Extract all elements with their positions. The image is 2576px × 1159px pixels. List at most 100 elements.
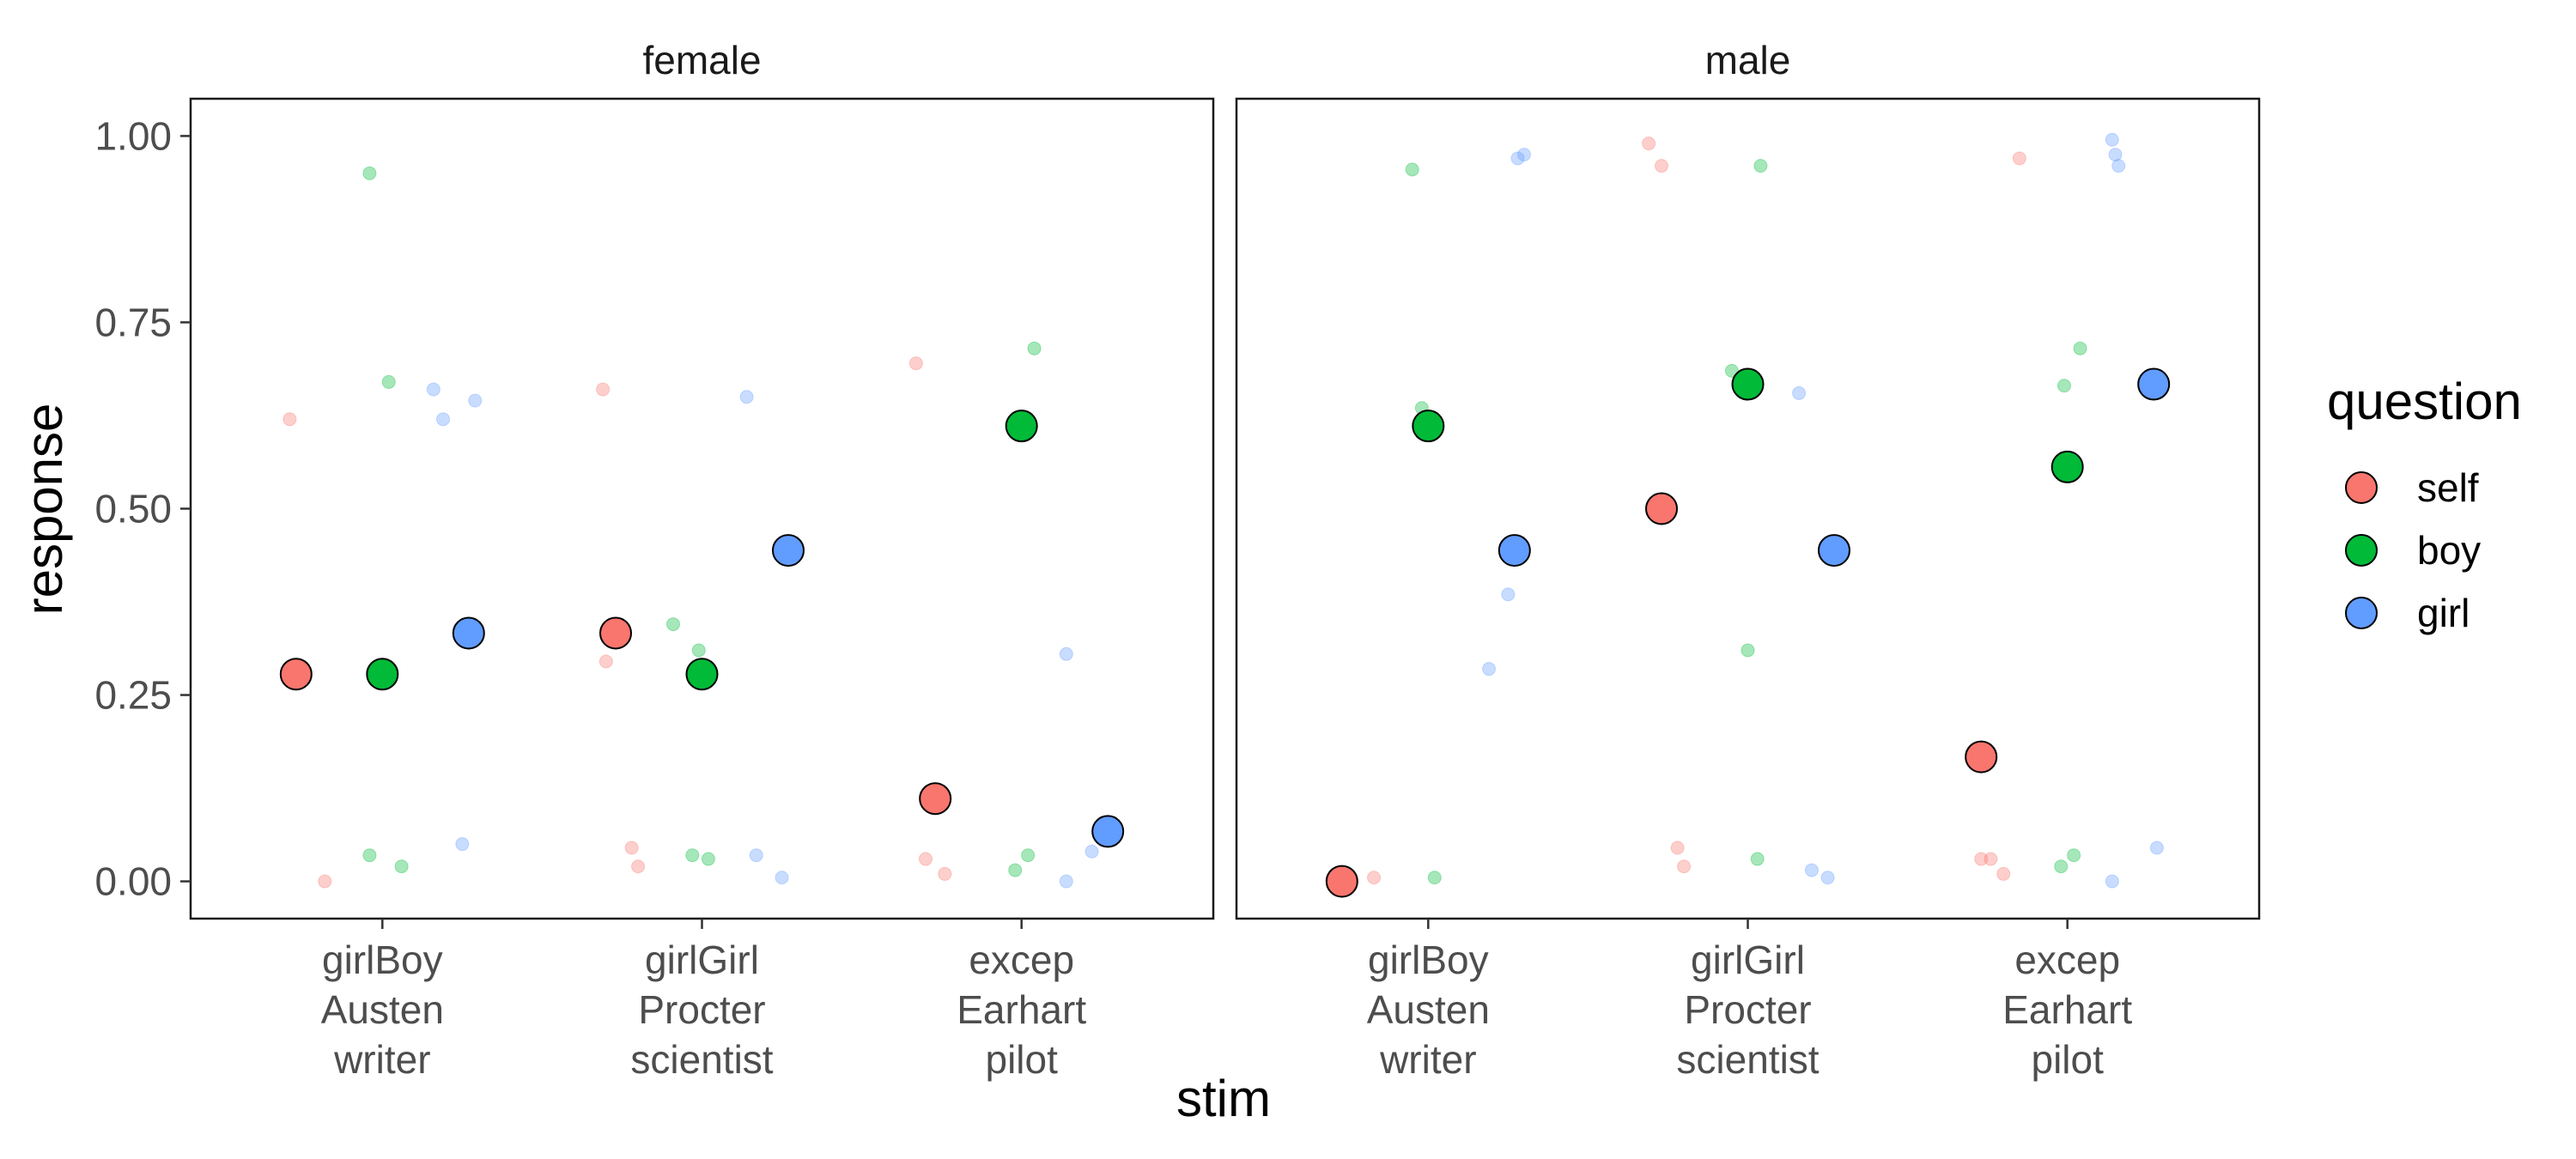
raw-point-self [1984, 852, 1998, 866]
x-tick-label: girlBoy Austen writer [321, 938, 444, 1082]
raw-point-girl [2108, 148, 2123, 162]
legend-label-girl: girl [2417, 591, 2470, 635]
y-tick-label: 0.50 [94, 487, 172, 531]
raw-point-boy [1753, 159, 1768, 173]
raw-point-boy [1021, 848, 1036, 863]
mean-point-self [279, 658, 313, 691]
raw-point-boy [1724, 363, 1739, 378]
raw-point-girl [775, 871, 789, 885]
raw-point-girl [1501, 587, 1516, 602]
raw-point-self [624, 840, 639, 855]
mean-point-boy [685, 658, 719, 691]
y-axis: 0.00 0.25 0.50 0.75 1.00 [94, 113, 191, 904]
mean-point-boy [1731, 367, 1765, 401]
x-tick-label-line: Earhart [2002, 987, 2132, 1032]
raw-point-boy [1741, 643, 1755, 658]
x-tick-label-line: Earhart [957, 987, 1086, 1032]
raw-point-girl [426, 382, 440, 397]
mean-point-self [1965, 740, 1998, 774]
raw-point-self [596, 382, 611, 397]
raw-point-girl [1482, 662, 1497, 677]
raw-point-boy [1405, 162, 1419, 177]
raw-point-girl [2149, 840, 2164, 855]
raw-point-boy [381, 374, 396, 389]
strip-label: male [1705, 38, 1791, 82]
x-tick-label-line: Austen [1367, 987, 1490, 1032]
x-tick-label-line: Procter [638, 987, 765, 1032]
raw-point-self [1677, 859, 1692, 874]
x-tick-label-line: pilot [985, 1037, 1058, 1082]
x-tick-label-line: girlBoy [1368, 938, 1489, 982]
raw-point-self [318, 874, 332, 889]
x-tick-label-line: Procter [1684, 987, 1811, 1032]
raw-point-boy [2067, 848, 2081, 863]
panel-frame [189, 97, 1215, 920]
panels-layer: female girlBoy Austen writer girlGirl Procter… [189, 38, 2261, 1082]
legend-label-boy: boy [2417, 528, 2481, 573]
raw-point-girl [2111, 159, 2126, 173]
raw-point-girl [1516, 148, 1531, 162]
mean-point-self [919, 782, 952, 816]
raw-point-self [1655, 159, 1669, 173]
mean-point-girl [452, 616, 485, 650]
raw-point-girl [749, 848, 763, 863]
raw-point-girl [2105, 132, 2119, 147]
raw-point-boy [691, 643, 706, 658]
x-tick-label-line: scientist [1676, 1037, 1819, 1082]
raw-point-self [919, 852, 933, 866]
x-tick-label-line: writer [1379, 1037, 1476, 1082]
raw-point-self [908, 356, 923, 371]
raw-point-boy [685, 848, 700, 863]
panel-female: female girlBoy Austen writer girlGirl Procter… [189, 38, 1215, 1082]
raw-point-self [1996, 866, 2011, 881]
raw-point-self [2012, 151, 2026, 166]
mean-point-girl [771, 534, 805, 567]
x-tick-label-line: girlGirl [645, 938, 759, 982]
mean-point-girl [1817, 534, 1850, 567]
raw-point-girl [1804, 863, 1819, 877]
legend-label-self: self [2417, 465, 2479, 510]
raw-point-self [283, 412, 297, 427]
raw-point-girl [1059, 646, 1073, 661]
raw-point-boy [1750, 852, 1765, 866]
raw-point-boy [2073, 341, 2087, 355]
strip-label: female [642, 38, 761, 82]
mean-point-boy [366, 658, 399, 691]
legend-key-girl [2345, 597, 2378, 629]
raw-point-self [1642, 137, 1656, 151]
raw-point-boy [2057, 379, 2071, 393]
x-tick-label: girlGirl Procter scientist [1676, 938, 1819, 1082]
raw-point-girl [1820, 871, 1835, 885]
x-tick-label-line: pilot [2031, 1037, 2104, 1082]
x-tick-label-line: writer [333, 1037, 430, 1082]
raw-point-boy [2054, 859, 2069, 874]
panel-frame [1235, 97, 2261, 920]
mean-point-boy [2050, 450, 2084, 483]
x-tick-label-line: girlBoy [322, 938, 443, 982]
raw-point-girl [1792, 385, 1807, 400]
raw-point-girl [455, 837, 470, 852]
x-tick-label-line: excep [969, 938, 1074, 982]
raw-point-self [1670, 840, 1685, 855]
legend: question self boy girl [2327, 373, 2522, 635]
raw-point-girl [2105, 874, 2119, 889]
raw-point-boy [394, 859, 409, 874]
raw-point-self [1974, 852, 1989, 866]
mean-point-girl [2137, 367, 2171, 401]
raw-point-boy [666, 617, 681, 632]
y-tick-label: 0.00 [94, 859, 172, 904]
x-tick-label: excep Earhart pilot [957, 938, 1086, 1082]
mean-point-girl [1091, 815, 1125, 848]
raw-point-girl [468, 393, 483, 408]
raw-point-girl [436, 412, 451, 427]
x-tick-label: girlGirl Procter scientist [630, 938, 773, 1082]
raw-point-boy [362, 166, 377, 180]
mean-point-self [1325, 865, 1358, 898]
mean-point-girl [1498, 534, 1531, 567]
raw-point-boy [1427, 871, 1442, 885]
raw-point-boy [362, 848, 377, 863]
raw-point-self [631, 859, 646, 874]
raw-point-girl [1084, 844, 1099, 859]
legend-title: question [2327, 373, 2522, 430]
